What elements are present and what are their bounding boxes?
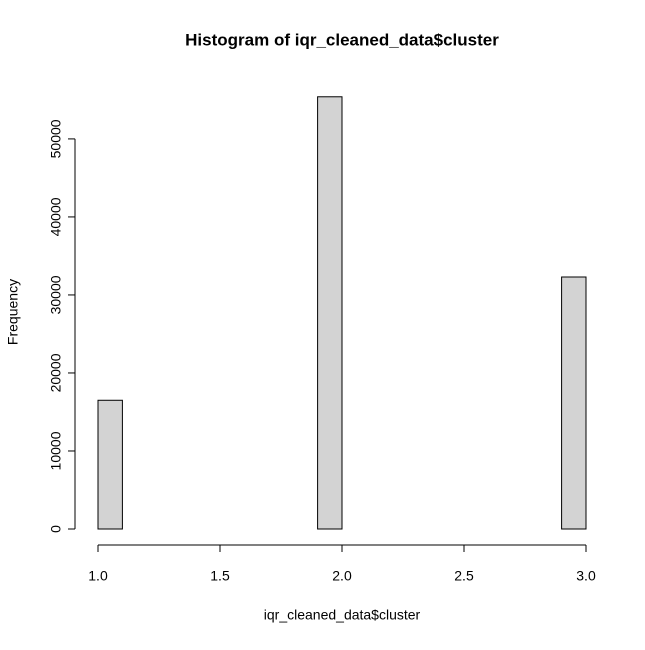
y-axis-label: Frequency: [5, 279, 21, 345]
x-axis-label: iqr_cleaned_data$cluster: [264, 607, 421, 623]
y-tick-label: 30000: [48, 275, 64, 314]
bar: [97, 399, 123, 530]
x-tick-label: 1.5: [210, 568, 230, 584]
bar: [561, 276, 587, 530]
y-tick-label: 20000: [48, 353, 64, 392]
y-tick-label: 10000: [48, 431, 64, 470]
x-tick-label: 2.0: [332, 568, 352, 584]
bar: [317, 96, 343, 530]
x-tick-label: 3.0: [576, 568, 596, 584]
y-tick-label: 0: [48, 525, 64, 533]
x-tick-label: 2.5: [454, 568, 474, 584]
y-tick-label: 40000: [48, 197, 64, 236]
y-tick-label: 50000: [48, 119, 64, 158]
chart-title: Histogram of iqr_cleaned_data$cluster: [185, 30, 499, 49]
x-tick-label: 1.0: [88, 568, 108, 584]
